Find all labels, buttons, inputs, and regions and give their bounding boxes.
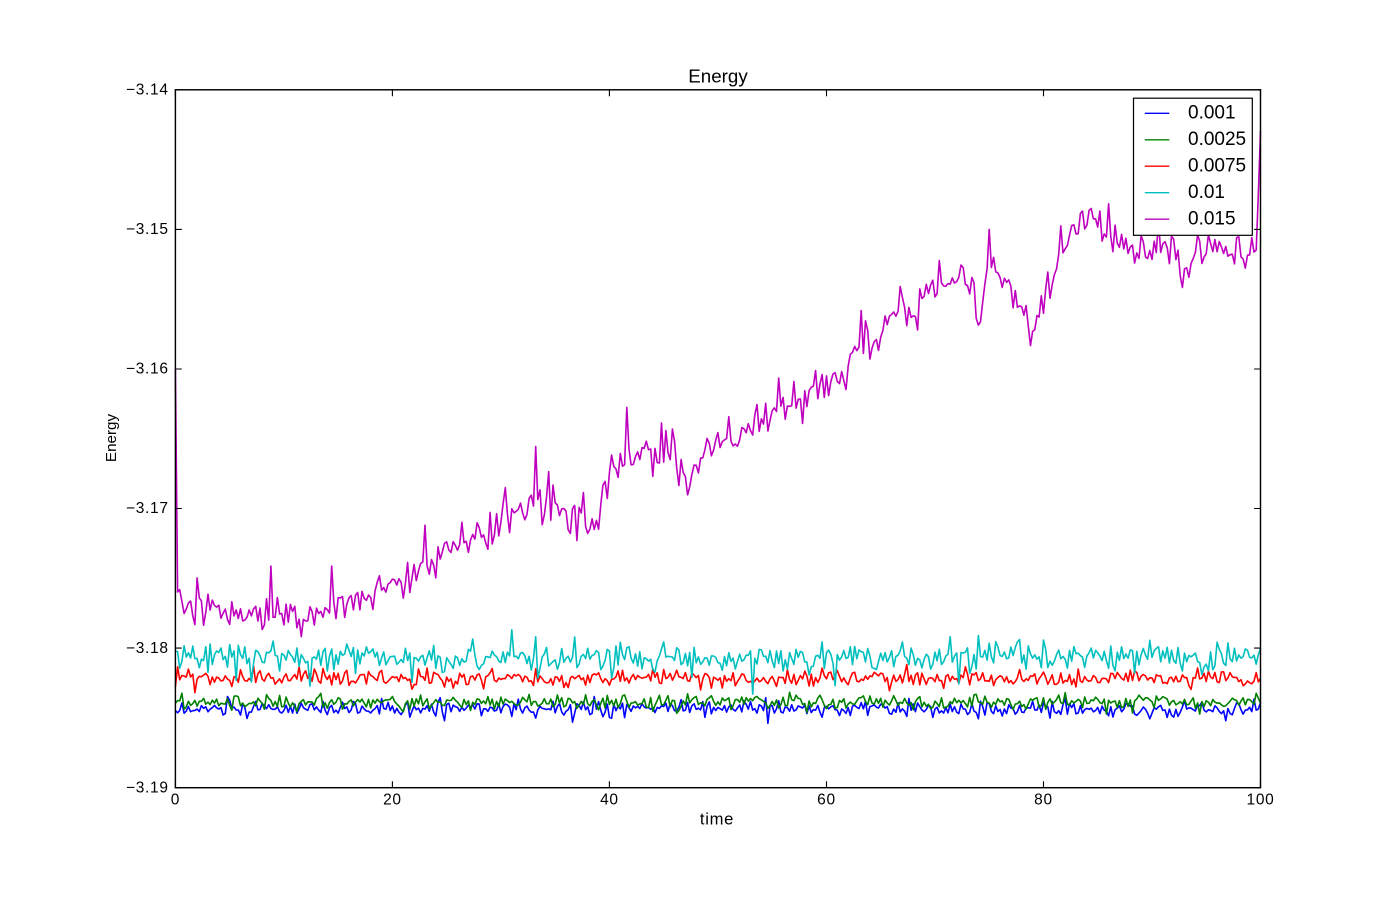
svg-text:0: 0 xyxy=(171,792,180,809)
svg-text:0.015: 0.015 xyxy=(1188,209,1236,230)
svg-text:−3.15: −3.15 xyxy=(126,221,169,238)
svg-text:0.01: 0.01 xyxy=(1188,182,1225,203)
svg-text:Energy: Energy xyxy=(103,414,120,463)
svg-text:40: 40 xyxy=(600,792,619,809)
svg-text:20: 20 xyxy=(383,792,402,809)
svg-text:80: 80 xyxy=(1034,792,1053,809)
svg-text:0.001: 0.001 xyxy=(1188,103,1236,124)
svg-text:100: 100 xyxy=(1247,792,1275,809)
svg-text:−3.17: −3.17 xyxy=(126,500,169,517)
svg-text:−3.16: −3.16 xyxy=(126,361,169,378)
svg-text:60: 60 xyxy=(817,792,836,809)
svg-text:Energy: Energy xyxy=(688,66,748,87)
svg-text:−3.14: −3.14 xyxy=(126,82,169,99)
svg-text:−3.19: −3.19 xyxy=(126,779,169,796)
svg-text:−3.18: −3.18 xyxy=(126,640,169,657)
svg-text:0.0075: 0.0075 xyxy=(1188,156,1246,177)
svg-text:time: time xyxy=(700,810,734,829)
svg-text:0.0025: 0.0025 xyxy=(1188,129,1246,150)
